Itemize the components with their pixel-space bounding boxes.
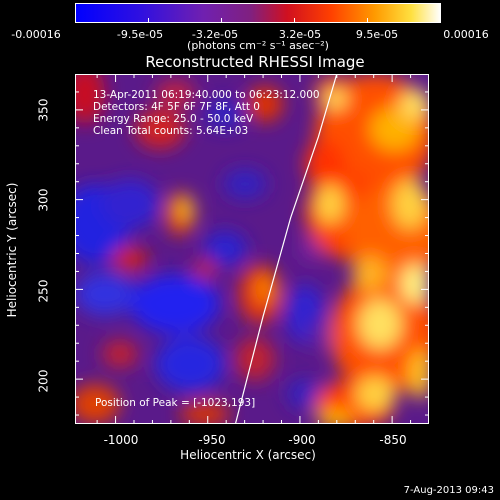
colorbar-tick: 0.00016 <box>443 28 489 41</box>
colorbar <box>75 3 441 23</box>
x-tick-label: -850 <box>379 433 407 447</box>
timestamp: 7-Aug-2013 09:43 <box>403 485 494 496</box>
y-tick-label: 300 <box>36 188 51 212</box>
y-axis-label: Heliocentric Y (arcsec) <box>5 182 19 318</box>
clean-counts: Clean Total counts: 5.64E+03 <box>93 125 249 137</box>
colorbar-tick: -0.00016 <box>11 28 61 41</box>
time-range: 13-Apr-2011 06:19:40.000 to 06:23:12.000 <box>93 89 320 101</box>
x-tick-label: -1000 <box>103 433 139 447</box>
colorbar-tick: -3.2e-05 <box>191 28 239 41</box>
y-tick-label: 350 <box>36 98 51 122</box>
y-tick-label: 250 <box>36 279 51 303</box>
x-tick-label: -950 <box>198 433 226 447</box>
colorbar-units: (photons cm⁻² s⁻¹ asec⁻²) <box>187 39 329 52</box>
plot-title: Reconstructed RHESSI Image <box>145 53 365 71</box>
colorbar-tick: 3.2e-05 <box>278 28 322 41</box>
y-tick-label: 200 <box>36 369 51 393</box>
solar-limb <box>234 74 338 424</box>
colorbar-tick: 9.5e-05 <box>355 28 399 41</box>
detectors: Detectors: 4F 5F 6F 7F 8F, Att 0 <box>93 101 260 113</box>
energy-range: Energy Range: 25.0 - 50.0 keV <box>93 113 254 125</box>
x-axis-label: Heliocentric X (arcsec) <box>180 448 316 462</box>
colorbar-tick: -9.5e-05 <box>116 28 164 41</box>
x-tick-label: -900 <box>288 433 316 447</box>
peak-position: Position of Peak = [-1023,193] <box>95 397 256 409</box>
heatmap-image <box>75 74 429 424</box>
